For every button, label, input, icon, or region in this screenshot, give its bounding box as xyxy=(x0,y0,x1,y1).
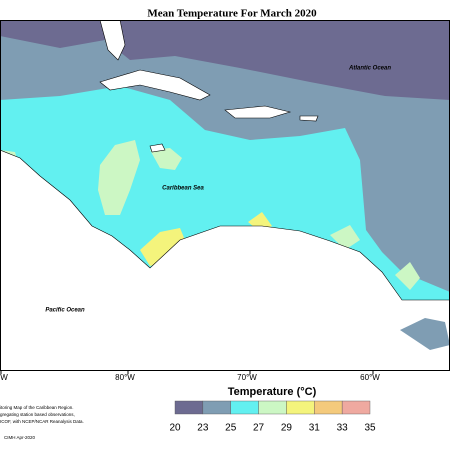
warm-patch xyxy=(150,148,182,170)
warm-patch xyxy=(330,225,360,250)
legend-swatch xyxy=(258,400,287,415)
note: itoring Map of the Caribbean Region. xyxy=(0,405,74,410)
note: gregating station based observations, xyxy=(0,412,75,417)
legend-tick-label: 27 xyxy=(253,423,265,434)
land xyxy=(224,105,292,119)
legend-swatch xyxy=(314,400,343,415)
land xyxy=(149,143,166,153)
ocean-label: Pacific Ocean xyxy=(45,308,85,314)
note: ICOF, with NCEP/NCAR Reanalysis Data. xyxy=(0,419,84,424)
legend-tick-label: 33 xyxy=(337,423,349,434)
warm-patch xyxy=(98,140,140,215)
legend-swatch xyxy=(286,400,315,415)
legend-swatch xyxy=(202,400,231,415)
legend-tick-label: 20 xyxy=(169,423,181,434)
hot-patch xyxy=(140,228,185,266)
legend-title: Temperature (°C) xyxy=(228,386,317,398)
land xyxy=(99,20,126,61)
map-title: Mean Temperature For March 2020 xyxy=(147,8,317,20)
land xyxy=(299,115,319,122)
lon-label: 60°W xyxy=(360,373,380,382)
map xyxy=(0,20,450,371)
legend-tick-label: 25 xyxy=(225,423,237,434)
legend-swatch xyxy=(341,400,371,415)
legend-tick-label: 29 xyxy=(281,423,293,434)
legend-tick-label: 23 xyxy=(197,423,209,434)
legend-swatch xyxy=(230,400,259,415)
lon-label: 70°W xyxy=(237,373,257,382)
ocean-label: Atlantic Ocean xyxy=(348,66,391,72)
ocean-label: Caribbean Sea xyxy=(162,186,204,192)
note: CIMH Apr-2020 xyxy=(4,435,36,440)
land xyxy=(0,149,450,371)
land xyxy=(99,69,211,101)
warm-patch xyxy=(395,262,420,290)
legend-tick-label: 35 xyxy=(364,423,376,434)
ocean-band xyxy=(400,318,450,350)
lon-label: 80°W xyxy=(115,373,135,382)
legend-tick-label: 31 xyxy=(309,423,321,434)
lon-label: 90°W xyxy=(0,373,8,382)
legend-swatch xyxy=(174,400,204,415)
